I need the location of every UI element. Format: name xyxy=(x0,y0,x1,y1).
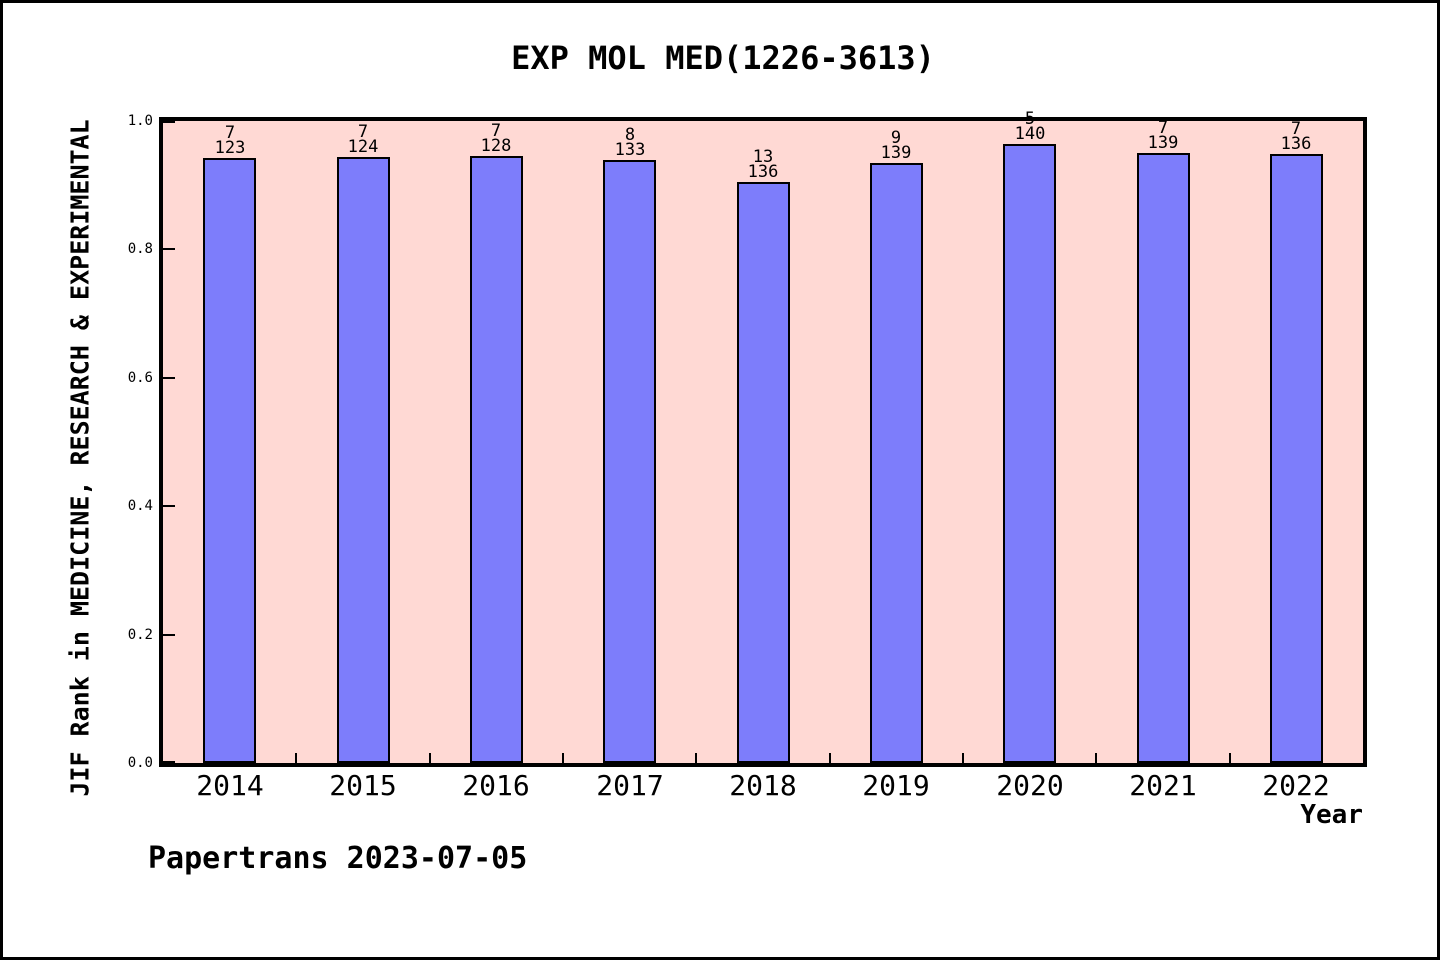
x-tick-label-2016: 2016 xyxy=(462,769,530,802)
bar-value-label-2022: 7 136 xyxy=(1280,119,1312,154)
x-minor-tick xyxy=(562,753,564,763)
x-tick-label-2015: 2015 xyxy=(329,769,397,802)
watermark-text: Papertrans 2023-07-05 xyxy=(148,841,528,876)
bar-value-label-2019: 9 139 xyxy=(880,128,912,163)
x-minor-tick xyxy=(1229,753,1231,763)
y-tick xyxy=(163,761,175,763)
bar-2014 xyxy=(203,158,256,763)
bar-2015 xyxy=(337,157,390,763)
bar-2021 xyxy=(1137,153,1190,763)
bar-value-label-2016: 7 128 xyxy=(480,121,512,156)
bar-value-label-2017: 8 133 xyxy=(614,125,646,160)
x-axis-title: Year xyxy=(1300,800,1363,830)
y-tick-label-0.8: 0.8 xyxy=(127,241,153,257)
bar-2020 xyxy=(1003,144,1056,763)
chart-title: EXP MOL MED(1226-3613) xyxy=(511,39,935,77)
x-minor-tick xyxy=(295,753,297,763)
y-tick-label-1.0: 1.0 xyxy=(127,113,153,129)
plot-frame xyxy=(159,117,1367,767)
bar-2017 xyxy=(603,160,656,763)
y-tick xyxy=(163,634,175,636)
bar-value-label-2015: 7 124 xyxy=(347,122,379,157)
y-tick-label-0.2: 0.2 xyxy=(127,627,153,643)
bar-2022 xyxy=(1270,154,1323,763)
y-tick-label-0.0: 0.0 xyxy=(127,755,153,771)
bar-value-label-2018: 13 136 xyxy=(747,147,779,182)
x-tick-label-2020: 2020 xyxy=(996,769,1064,802)
bar-2018 xyxy=(737,182,790,763)
bar-value-label-2014: 7 123 xyxy=(214,123,246,158)
y-tick xyxy=(163,248,175,250)
x-minor-tick xyxy=(429,753,431,763)
y-tick xyxy=(163,121,175,123)
bar-2016 xyxy=(470,156,523,763)
x-tick-label-2017: 2017 xyxy=(596,769,664,802)
x-tick-label-2022: 2022 xyxy=(1262,769,1330,802)
y-tick-label-0.6: 0.6 xyxy=(127,370,153,386)
x-minor-tick xyxy=(962,753,964,763)
y-tick xyxy=(163,505,175,507)
x-tick-label-2021: 2021 xyxy=(1129,769,1197,802)
x-tick-label-2018: 2018 xyxy=(729,769,797,802)
bar-2019 xyxy=(870,163,923,763)
bar-value-label-2021: 7 139 xyxy=(1147,118,1179,153)
x-minor-tick xyxy=(829,753,831,763)
y-axis-title: JIF Rank in MEDICINE, RESEARCH & EXPERIM… xyxy=(65,119,95,797)
plot-area: 7 123 7 124 7 128 8 133 13 136 9 139 5 140 7 13… xyxy=(163,111,1363,763)
y-tick-label-0.4: 0.4 xyxy=(127,498,153,514)
x-minor-tick xyxy=(1095,753,1097,763)
x-tick-label-2014: 2014 xyxy=(196,769,264,802)
x-minor-tick xyxy=(695,753,697,763)
y-tick xyxy=(163,377,175,379)
x-tick-label-2019: 2019 xyxy=(862,769,930,802)
